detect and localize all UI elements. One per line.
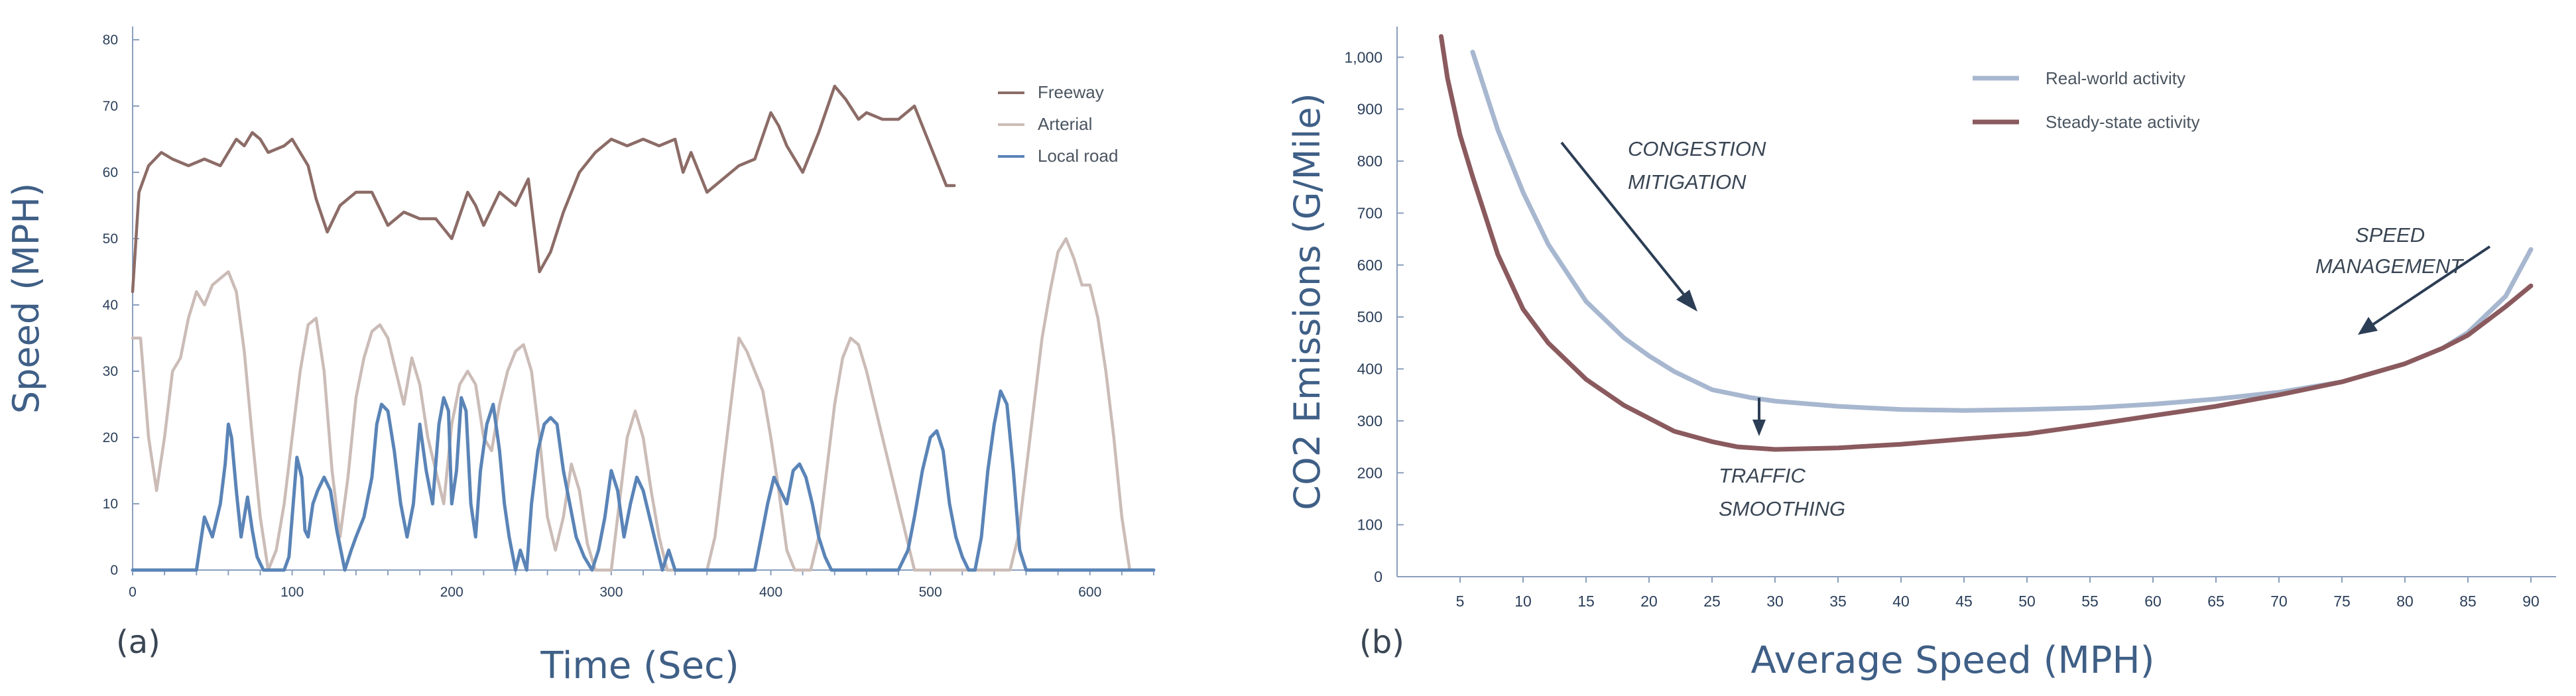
panel-a-xtick-label-600: 600	[1078, 585, 1101, 600]
annotation-speed-line1: SPEED	[2355, 223, 2425, 247]
panel-b-xtick-label-50: 50	[2018, 593, 2036, 610]
panel-b-xtick-label-85: 85	[2459, 593, 2477, 610]
panel-b-xtick-label-45: 45	[1955, 593, 1973, 610]
panel-b-xtick-label-10: 10	[1514, 593, 1532, 610]
panel-a-ytick-label-50: 50	[103, 231, 118, 247]
panel-a-xtick-label-400: 400	[759, 585, 782, 600]
legend-label-real-world: Real-world activity	[2046, 68, 2185, 88]
legend-label-local-road: Local road	[1038, 146, 1118, 166]
panel-b-xtick-label-80: 80	[2396, 593, 2414, 610]
panel-a-ytick-label-20: 20	[103, 430, 118, 445]
panel-a-label: (a)	[116, 624, 160, 661]
series-line-steady-state-activity	[1439, 34, 2534, 452]
panel-b-ytick-label-100: 100	[1357, 516, 1382, 534]
panel-a-x-axis-title: Time (Sec)	[540, 644, 739, 687]
panel-a-xtick-label-500: 500	[919, 585, 942, 600]
speed-arrow-icon	[2358, 317, 2378, 335]
annotation-congestion-line2: MITIGATION	[1628, 170, 1747, 194]
panel-b-ytick-label-400: 400	[1357, 361, 1382, 378]
panel-b-xtick-label-30: 30	[1766, 593, 1784, 610]
panel-a-ytick-label-10: 10	[103, 496, 118, 512]
smoothing-arrow-icon	[1752, 420, 1766, 436]
annotation-congestion-line1: CONGESTION	[1628, 137, 1766, 160]
panel-b-xtick-label-40: 40	[1892, 593, 1910, 610]
panel-b-y-axis-title: CO2 Emissions (G/Mile)	[1286, 93, 1328, 510]
panel-b-ytick-label-300: 300	[1357, 412, 1382, 430]
panel-b-legend: Real-world activity Steady-state activit…	[1973, 68, 2200, 132]
annotation-traffic-smoothing: TRAFFIC SMOOTHING	[1719, 398, 1845, 520]
panel-b-xtick-label-75: 75	[2333, 593, 2351, 610]
panel-b-x-axis-title: Average Speed (MPH)	[1751, 639, 2155, 682]
panel-b-xtick-label-35: 35	[1829, 593, 1847, 610]
panel-b-ytick-label-600: 600	[1357, 257, 1382, 274]
speed-arrow-shaft	[2371, 245, 2491, 326]
panel-b-ytick-label-1-000: 1,000	[1344, 48, 1382, 66]
series-line-freeway	[131, 84, 956, 294]
annotation-speed-line2: MANAGEMENT	[2315, 255, 2464, 278]
panel-b-label: (b)	[1359, 624, 1404, 661]
panel-a-ytick-label-30: 30	[103, 364, 118, 379]
series-line-arterial	[131, 237, 1132, 572]
panel-a-ytick-label-60: 60	[103, 165, 118, 180]
panel-b-ytick-label-200: 200	[1357, 464, 1382, 481]
panel-a-ytick-label-80: 80	[103, 32, 118, 48]
panel-a-xtick-label-100: 100	[280, 585, 304, 600]
panel-b-ticks: 0 100 200 300 400 500 600 700 800 900 1,000 5 10 15 20…	[1344, 48, 2539, 610]
panel-a-xtick-label-200: 200	[440, 585, 463, 600]
panel-b-xtick-label-55: 55	[2081, 593, 2099, 610]
annotation-congestion-mitigation: CONGESTION MITIGATION	[1560, 137, 1766, 312]
panel-a-y-axis-title: Speed (MPH)	[5, 183, 47, 414]
panel-b-xtick-label-25: 25	[1703, 593, 1721, 610]
panel-a-series	[131, 84, 1156, 572]
panel-a-legend: Freeway Arterial Local road	[998, 82, 1118, 166]
panel-b-xtick-label-5: 5	[1456, 593, 1465, 610]
panel-b-ytick-label-900: 900	[1357, 101, 1382, 118]
panel-b-xtick-label-65: 65	[2207, 593, 2225, 610]
panel-b-xtick-label-90: 90	[2522, 593, 2540, 610]
panel-a: 0 10 20 30 40 50 60 70 80 0 100 200 300 400 500 600 Fre…	[5, 27, 1156, 687]
panel-a-ticks: 0 10 20 30 40 50 60 70 80 0 100 200 300 400 500 600	[103, 32, 1154, 600]
annotation-speed-management: SPEED MANAGEMENT	[2315, 223, 2491, 335]
panel-b-ytick-label-700: 700	[1357, 204, 1382, 221]
panel-a-ytick-label-40: 40	[103, 298, 118, 313]
panel-b-ytick-label-500: 500	[1357, 308, 1382, 325]
congestion-arrow-icon	[1676, 290, 1697, 312]
legend-label-steady-state: Steady-state activity	[2046, 112, 2200, 132]
legend-label-arterial: Arterial	[1038, 114, 1092, 134]
annotation-smoothing-line1: TRAFFIC	[1719, 464, 1806, 487]
panel-b-xtick-label-60: 60	[2144, 593, 2162, 610]
panel-a-xtick-label-0: 0	[129, 585, 137, 600]
congestion-arrow-shaft	[1560, 141, 1686, 296]
panel-b-xtick-label-20: 20	[1640, 593, 1658, 610]
annotation-smoothing-line2: SMOOTHING	[1719, 497, 1845, 520]
panel-b-ytick-label-800: 800	[1357, 152, 1382, 170]
panel-a-xtick-label-300: 300	[599, 585, 623, 600]
series-line-local-road	[131, 389, 1156, 572]
panel-a-ytick-label-0: 0	[110, 563, 118, 578]
panel-a-ytick-label-70: 70	[103, 99, 118, 114]
panel-b-xtick-label-15: 15	[1577, 593, 1595, 610]
legend-label-freeway: Freeway	[1038, 82, 1104, 102]
panel-b-xtick-label-70: 70	[2270, 593, 2288, 610]
panel-b-ytick-label-0: 0	[1374, 568, 1382, 585]
panel-b: 0 100 200 300 400 500 600 700 800 900 1,000 5 10 15 20…	[1286, 27, 2556, 682]
panel-b-series	[1439, 34, 2534, 452]
